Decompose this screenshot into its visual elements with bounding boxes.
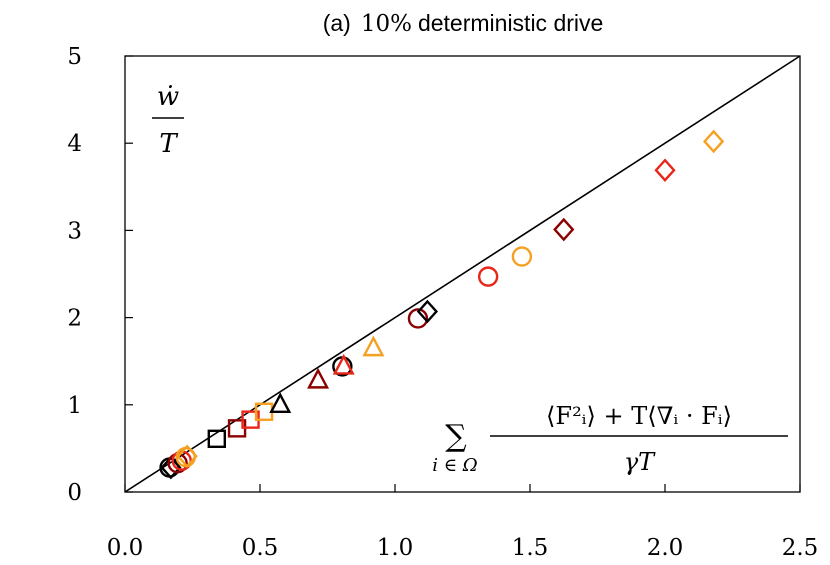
y-label-numerator: ẇ (157, 82, 179, 112)
y-tick-label-1: 1 (67, 393, 82, 419)
triangle-marker-11 (307, 367, 330, 389)
triangle-marker-10 (269, 392, 292, 413)
diamond-marker-21 (702, 129, 725, 154)
x-label-denominator: γT (624, 448, 656, 476)
y-tick-label-4: 4 (67, 131, 82, 157)
x-tick-label-0: 0.0 (107, 535, 144, 561)
x-tick-label-3: 1.5 (512, 535, 549, 561)
circle-marker-17 (477, 266, 499, 287)
circle-marker-18 (511, 246, 533, 267)
title-prefix: (a) (323, 10, 351, 36)
chart-title: (a) 10% deterministic drive (323, 10, 604, 37)
x-tick-label-4: 2.0 (647, 535, 684, 561)
circle-marker-15 (407, 308, 429, 329)
diamond-marker-16 (416, 299, 439, 324)
y-tick-label-0: 0 (67, 480, 82, 506)
plot-frame (124, 55, 801, 493)
y-label-denominator: T (159, 129, 178, 159)
title-math: 10% (361, 11, 412, 37)
x-label-sum-subscript: i ∈ Ω (432, 455, 478, 476)
x-axis-label: ∑ i ∈ Ω ⟨F²ᵢ⟩ + T⟨∇ᵢ · Fᵢ⟩ γT (432, 402, 788, 476)
triangle-marker-13 (332, 353, 355, 375)
axis-ticks: 0.0 0.5 1.0 1.5 2.0 2.5 0 1 2 3 4 5 (67, 44, 818, 561)
diamond-marker-5 (176, 444, 198, 469)
square-marker-6 (207, 429, 227, 449)
title-suffix: deterministic drive (418, 10, 603, 36)
x-tick-label-1: 0.5 (242, 535, 279, 561)
diamond-marker-20 (654, 158, 676, 183)
diamond-marker-1 (160, 455, 182, 480)
data-markers (159, 129, 725, 480)
y-tick-label-5: 5 (67, 44, 82, 70)
y-tick-label-3: 3 (67, 218, 82, 244)
y-tick-label-2: 2 (67, 306, 82, 332)
x-tick-label-2: 1.0 (377, 535, 414, 561)
y-axis-label: ẇ T (152, 82, 184, 159)
x-tick-label-5: 2.5 (782, 535, 819, 561)
x-label-sum-symbol: ∑ (445, 419, 467, 454)
triangle-marker-14 (362, 335, 385, 357)
diamond-marker-19 (553, 217, 575, 242)
x-label-numerator: ⟨F²ᵢ⟩ + T⟨∇ᵢ · Fᵢ⟩ (546, 402, 732, 430)
